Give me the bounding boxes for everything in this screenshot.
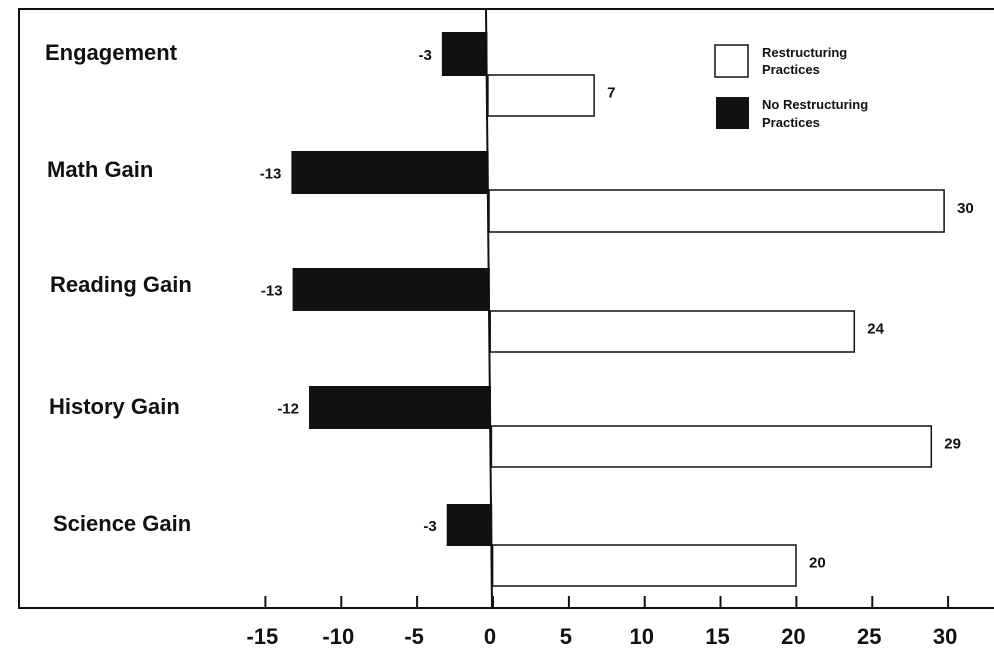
bars-layer: -3 7 -13 30 -13 24 -12 29 -3 20: [260, 32, 974, 587]
category-label-history-gain: History Gain: [49, 394, 180, 419]
zero-axis-line: [485, 8, 493, 609]
bar-no-restructuring-reading-gain: [292, 268, 490, 311]
value-label-no-restructuring-science-gain: -3: [423, 518, 436, 535]
x-tick-label: 25: [857, 624, 881, 649]
x-tick-label: 10: [629, 624, 653, 649]
bar-restructuring-history-gain: [490, 425, 933, 468]
value-label-no-restructuring-engagement: -3: [419, 47, 432, 64]
legend-swatch-no-restructuring: [716, 97, 749, 129]
value-label-restructuring-engagement: 7: [607, 85, 615, 102]
x-axis: -15 -10 -5 0 5 10 15 20 25 30: [247, 596, 957, 649]
bar-restructuring-engagement: [487, 74, 595, 117]
value-label-restructuring-math-gain: 30: [957, 200, 974, 217]
legend: Restructuring Practices No Restructuring…: [714, 44, 868, 130]
category-label-reading-gain: Reading Gain: [50, 272, 192, 297]
category-label-math-gain: Math Gain: [47, 157, 153, 182]
value-label-no-restructuring-history-gain: -12: [277, 401, 299, 418]
value-label-no-restructuring-reading-gain: -13: [261, 283, 283, 300]
x-tick-label: 30: [933, 624, 957, 649]
x-tick-label: 15: [705, 624, 729, 649]
legend-swatch-restructuring: [714, 44, 749, 78]
legend-label-no-restructuring-line2: Practices: [762, 115, 820, 130]
x-tick-label: -15: [247, 624, 279, 649]
x-tick-label: 20: [781, 624, 805, 649]
legend-label-no-restructuring-line1: No Restructuring: [762, 97, 868, 112]
legend-label-restructuring-line2: Practices: [762, 62, 820, 77]
value-label-restructuring-reading-gain: 24: [867, 321, 884, 338]
x-tick-label: 0: [484, 624, 496, 649]
x-tick-label: 5: [560, 624, 572, 649]
value-label-restructuring-science-gain: 20: [809, 555, 826, 572]
bar-no-restructuring-history-gain: [309, 386, 491, 429]
value-label-no-restructuring-math-gain: -13: [260, 166, 282, 183]
bar-restructuring-math-gain: [488, 189, 945, 233]
category-label-engagement: Engagement: [45, 40, 178, 65]
legend-label-restructuring-line1: Restructuring: [762, 45, 847, 60]
bar-no-restructuring-engagement: [441, 32, 488, 76]
x-tick-label: -10: [322, 624, 354, 649]
bar-restructuring-science-gain: [491, 544, 797, 587]
value-label-restructuring-history-gain: 29: [944, 436, 961, 453]
bar-no-restructuring-math-gain: [291, 151, 489, 194]
bar-no-restructuring-science-gain: [446, 504, 493, 546]
bar-restructuring-reading-gain: [489, 310, 856, 353]
category-label-science-gain: Science Gain: [53, 511, 191, 536]
x-tick-label: -5: [404, 624, 424, 649]
